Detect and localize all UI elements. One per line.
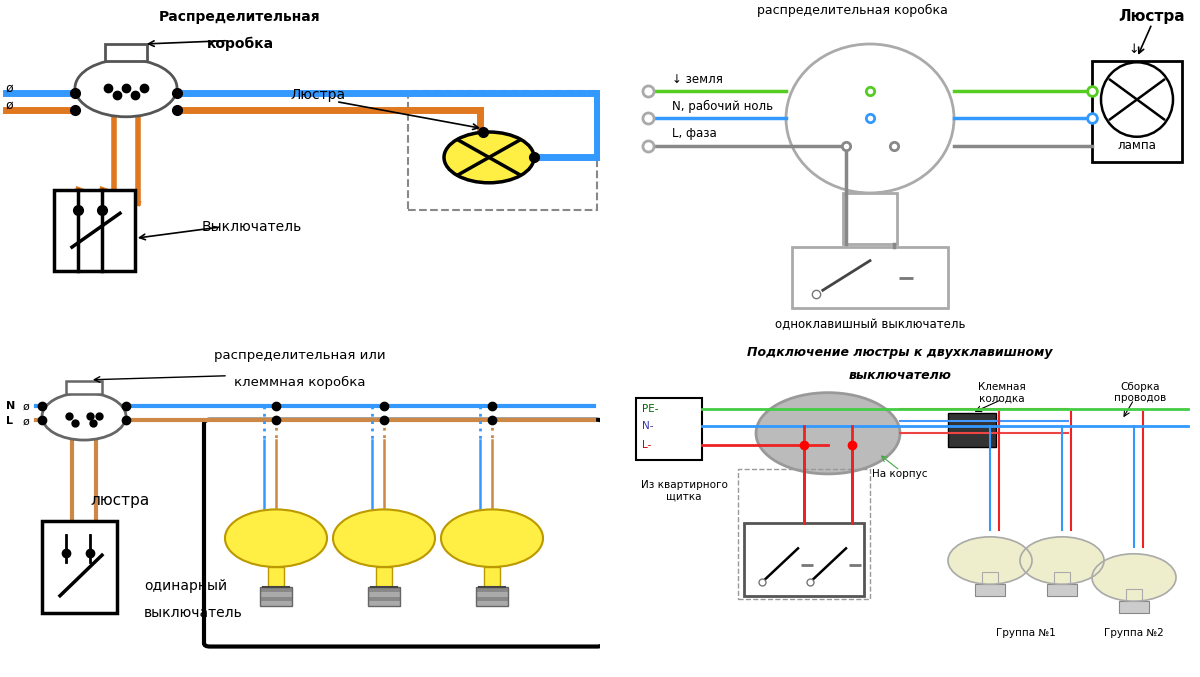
Text: Люстра: Люстра [1118,9,1186,24]
FancyBboxPatch shape [42,521,118,613]
Text: L-: L- [642,439,652,450]
Circle shape [442,509,542,567]
FancyBboxPatch shape [54,190,134,271]
Text: люстра: люстра [90,494,150,508]
Text: Из квартирного
щитка: Из квартирного щитка [641,480,727,502]
Circle shape [948,537,1032,584]
Text: Группа №2: Группа №2 [1104,628,1164,638]
FancyBboxPatch shape [376,567,392,587]
Text: одноклавишный выключатель: одноклавишный выключатель [775,318,965,332]
FancyBboxPatch shape [982,572,998,584]
FancyBboxPatch shape [948,413,996,447]
Text: распределительная или: распределительная или [214,349,386,362]
FancyBboxPatch shape [636,397,702,460]
FancyBboxPatch shape [976,584,1004,596]
Text: N, рабочий ноль: N, рабочий ноль [672,100,773,113]
FancyBboxPatch shape [1126,589,1142,601]
Text: Распределительная: Распределительная [160,10,320,24]
Text: распределительная коробка: распределительная коробка [756,3,948,17]
FancyBboxPatch shape [368,601,400,606]
Circle shape [74,59,178,116]
Text: ↓ земля: ↓ земля [672,73,722,86]
Circle shape [1020,537,1104,584]
Text: L, фаза: L, фаза [672,127,716,140]
FancyBboxPatch shape [476,587,508,592]
FancyBboxPatch shape [476,596,508,601]
Text: PE-: PE- [642,404,659,414]
FancyBboxPatch shape [260,592,292,596]
Text: Выключатель: Выключатель [202,220,302,234]
Text: На корпус: На корпус [872,469,928,479]
Ellipse shape [786,44,954,193]
FancyBboxPatch shape [1120,601,1148,613]
FancyBboxPatch shape [260,587,292,592]
FancyBboxPatch shape [792,247,948,308]
Text: Сборка
проводов: Сборка проводов [1114,382,1166,403]
Text: выключатель: выключатель [144,606,242,619]
Text: L: L [6,416,13,427]
Circle shape [444,132,534,183]
Text: N-: N- [642,421,654,431]
FancyBboxPatch shape [106,44,148,61]
Text: одинарный: одинарный [144,579,227,592]
Text: Клемная
колодка: Клемная колодка [978,382,1026,403]
FancyBboxPatch shape [1092,61,1182,162]
Text: Люстра: Люстра [290,88,346,102]
FancyBboxPatch shape [260,596,292,601]
FancyBboxPatch shape [368,592,400,596]
Text: коробка: коробка [206,37,274,51]
FancyBboxPatch shape [842,193,898,244]
FancyBboxPatch shape [476,601,508,606]
FancyBboxPatch shape [368,596,400,601]
Text: N: N [6,401,16,411]
Circle shape [1092,554,1176,601]
Circle shape [334,509,436,567]
Circle shape [226,509,326,567]
FancyBboxPatch shape [744,523,864,596]
FancyBboxPatch shape [476,592,508,596]
Text: ø: ø [6,98,13,111]
Text: выключателю: выключателю [848,369,952,383]
FancyBboxPatch shape [66,380,102,394]
Text: ø: ø [6,81,13,94]
Circle shape [756,393,900,474]
FancyBboxPatch shape [368,587,400,592]
Text: Подключение люстры к двухклавишному: Подключение люстры к двухклавишному [748,345,1052,359]
Text: ø: ø [23,416,30,427]
FancyBboxPatch shape [1054,572,1070,584]
FancyBboxPatch shape [260,601,292,606]
FancyBboxPatch shape [204,420,602,647]
Text: лампа: лампа [1117,139,1157,152]
Text: ø: ø [23,401,30,411]
FancyBboxPatch shape [268,567,284,587]
FancyBboxPatch shape [484,567,500,587]
Text: ↓: ↓ [1129,43,1139,56]
Text: клеммная коробка: клеммная коробка [234,376,366,389]
Text: Группа №1: Группа №1 [996,628,1056,638]
FancyBboxPatch shape [1048,584,1076,596]
Circle shape [42,393,126,440]
